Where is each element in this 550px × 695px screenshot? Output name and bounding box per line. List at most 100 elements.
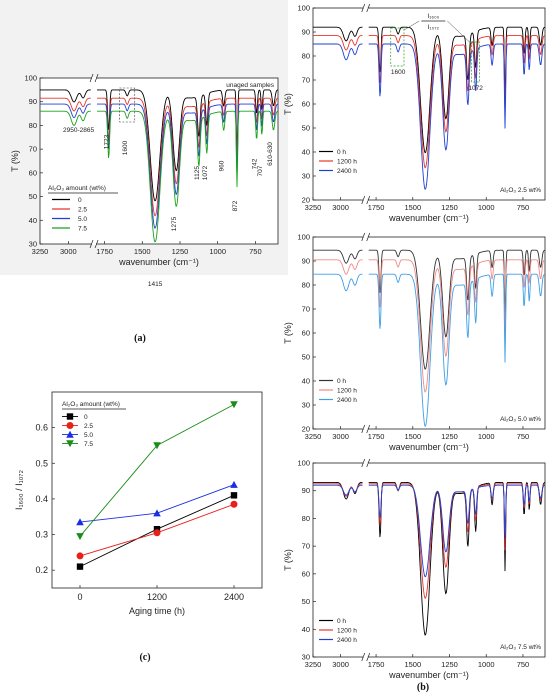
y-tick-label: 50: [29, 192, 37, 201]
x-tick-label: 1500: [134, 247, 151, 256]
y-tick-label: 70: [302, 542, 310, 551]
x-tick-label: 3000: [60, 247, 77, 256]
y-tick-label: 80: [302, 514, 310, 523]
series-line-0: [40, 89, 279, 202]
x-tick-label: 1500: [404, 203, 421, 212]
peak-annotation: 1600: [391, 69, 406, 76]
panel-b-letter: (b): [417, 682, 429, 693]
x-tick-label: 0: [77, 592, 82, 602]
legend-label: 2400 h: [337, 397, 357, 404]
x-tick-label: 3000: [332, 432, 349, 441]
panel-a: 3040506070809010032503000275017501500125…: [10, 73, 279, 288]
legend-label: 2.5: [84, 423, 93, 430]
axis-break-mark: [366, 424, 371, 434]
data-point-5-0: [153, 509, 161, 517]
panel-a-letter: (a): [134, 333, 146, 344]
y-tick-label: 40: [302, 148, 310, 157]
legend-label: 0: [84, 414, 88, 421]
y-tick-label: 80: [29, 121, 37, 130]
x-axis-label: wavenumber (cm⁻¹): [118, 257, 199, 267]
peak-annotation: 1415: [148, 281, 163, 288]
ratio-arrow: [403, 20, 420, 31]
legend-label: 1200 h: [337, 388, 357, 395]
y-tick-label: 0.5: [35, 458, 48, 468]
y-tick-label: 60: [302, 100, 310, 109]
y-tick-label: 100: [297, 4, 310, 13]
peak-annotation: 1723: [104, 134, 111, 149]
axis-break-mark: [89, 239, 94, 249]
ratio-numerator: I₁₆₀₀: [427, 13, 439, 20]
y-tick-label: 0.2: [35, 565, 48, 575]
chart-title: Al₂O₃ 5.0 wt%: [500, 416, 541, 423]
x-tick-label: 1000: [478, 432, 495, 441]
x-axis-label: Aging time (h): [129, 606, 185, 616]
peak-annotation: 1072: [202, 165, 209, 180]
y-tick-label: 40: [302, 625, 310, 634]
axis-break-mark: [361, 652, 366, 662]
data-point-7-5: [230, 401, 238, 409]
ratio-arrow: [447, 20, 472, 45]
x-axis-label: wavenumber (cm⁻¹): [388, 213, 469, 223]
series-line-2400-h: [313, 273, 546, 428]
series-line-2400-h: [313, 43, 546, 191]
series-line-2-5: [40, 97, 279, 217]
axis-break-mark: [94, 239, 99, 249]
y-tick-label: 100: [24, 74, 37, 83]
y-axis-label: T (%): [10, 150, 20, 172]
y-tick-label: 50: [302, 353, 310, 362]
peak-annotation: 1125: [194, 166, 201, 180]
data-point-7-5: [153, 442, 161, 450]
y-axis-label: T (%): [283, 322, 293, 344]
data-point-2-5: [230, 500, 238, 508]
x-tick-label: 1750: [368, 432, 385, 441]
x-tick-label: 2400: [224, 592, 244, 602]
axis-break-gap: [92, 243, 97, 245]
axis-break-mark: [94, 73, 99, 83]
x-tick-label: 750: [249, 247, 262, 256]
y-tick-label: 0.4: [35, 494, 48, 504]
x-tick-label: 750: [517, 203, 530, 212]
series-line-5-0: [40, 103, 279, 229]
chart-title: unaged samples: [226, 82, 274, 89]
axis-break-mark: [361, 424, 366, 434]
data-point-0: [230, 492, 238, 499]
legend-label: 0: [78, 197, 82, 204]
y-axis-label: T (%): [283, 93, 293, 115]
peak-annotation: 707: [257, 165, 264, 176]
legend-label: 2.5: [78, 207, 87, 214]
legend-marker: [66, 413, 74, 420]
y-axis-label: I₁₆₀₀ / I₁₀₇₂: [14, 469, 24, 510]
x-tick-label: 750: [517, 660, 530, 669]
chart-title: Al₂O₃ 7.5 wt%: [500, 644, 541, 651]
axis-break-gap: [363, 462, 368, 464]
axis-break-gap: [363, 428, 368, 430]
data-point-0: [76, 563, 84, 570]
axis-break-mark: [361, 195, 366, 205]
y-tick-label: 50: [302, 124, 310, 133]
y-tick-label: 70: [29, 145, 37, 154]
x-tick-label: 1200: [147, 592, 167, 602]
axis-break-mark: [361, 3, 366, 13]
axis-break-mark: [366, 232, 371, 242]
x-tick-label: 1250: [172, 247, 189, 256]
data-point-2-5: [76, 552, 84, 560]
data-point-5-0: [230, 480, 238, 488]
axis-break-gap: [363, 7, 368, 9]
x-axis-label: wavenumber (cm⁻¹): [388, 670, 469, 680]
y-tick-label: 60: [302, 329, 310, 338]
axis-break-gap: [363, 199, 368, 201]
x-tick-label: 3250: [305, 432, 322, 441]
ratio-denominator: I₁₀₇₂: [428, 24, 440, 31]
peak-annotation: 2950-2865: [63, 127, 94, 134]
y-tick-label: 90: [302, 257, 310, 266]
y-tick-label: 30: [302, 401, 310, 410]
axis-break-mark: [366, 652, 371, 662]
y-tick-label: 100: [297, 233, 310, 242]
axis-break-mark: [366, 458, 371, 468]
x-tick-label: 1750: [368, 203, 385, 212]
x-tick-label: 3250: [305, 660, 322, 669]
y-tick-label: 60: [302, 569, 310, 578]
data-point-0: [153, 526, 161, 533]
axis-break-gap: [92, 77, 97, 79]
